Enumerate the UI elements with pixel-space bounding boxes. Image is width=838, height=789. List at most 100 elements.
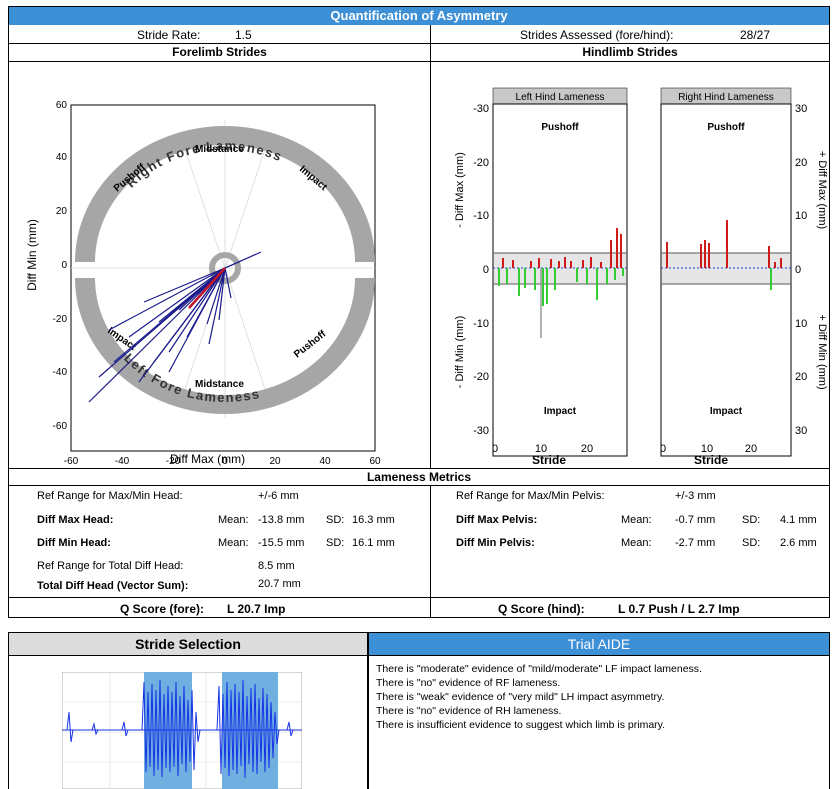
total-diff-head-value: 20.7 mm: [258, 578, 301, 590]
hind-right-ytick: 20: [795, 157, 807, 169]
diff-min-pelvis-sd-label: SD:: [742, 537, 761, 549]
right-hind-pushoff-bars: [666, 220, 782, 268]
diff-max-pelvis-sd-label: SD:: [742, 514, 761, 526]
left-hind-ref-band: [494, 253, 626, 284]
hind-right-ytick: 30: [795, 425, 807, 437]
fore-xtick: 0: [222, 456, 228, 467]
diff-min-head-label: Diff Min Head:: [37, 537, 111, 549]
diff-max-head-sd-label: SD:: [326, 514, 345, 526]
right-hind-title: Right Hind Lameness: [678, 92, 774, 103]
trial-aide-title: Trial AIDE: [369, 633, 829, 656]
diff-min-pelvis-mean-label: Mean:: [621, 537, 652, 549]
hind-left-xtick: 20: [581, 443, 593, 455]
upper-midstance-label: Midstance: [195, 144, 244, 155]
total-diff-head-label: Total Diff Head (Vector Sum):: [37, 580, 189, 592]
hind-left-ytick: -20: [473, 157, 489, 169]
forelimb-mean-vector: [188, 267, 226, 309]
signal-trace: [66, 679, 300, 779]
diff-min-pelvis-mean: -2.7 mm: [675, 537, 716, 549]
stride-rate-label: Stride Rate:: [137, 28, 201, 42]
strides-assessed-value: 28/27: [740, 28, 771, 42]
hindlimb-title: Hindlimb Strides: [431, 44, 829, 62]
stride-info-row: [9, 25, 829, 44]
hind-left-xtick: 0: [492, 443, 498, 455]
q-score-hind-value: L 0.7 Push / L 2.7 Imp: [618, 602, 740, 616]
hind-right-xtick: 10: [701, 443, 713, 455]
diff-min-head-mean-label: Mean:: [218, 537, 249, 549]
diff-max-pelvis-mean: -0.7 mm: [675, 514, 716, 526]
lameness-metrics-title: Lameness Metrics: [9, 468, 829, 486]
stride-rate-value: 1.5: [235, 28, 252, 42]
fore-xtick: 20: [269, 456, 281, 467]
diff-min-head-sd: 16.1 mm: [352, 537, 395, 549]
plots-divider: [430, 61, 431, 468]
q-score-row: [9, 597, 829, 598]
center-ring: [209, 252, 241, 284]
metrics-divider: [430, 485, 431, 618]
pelvis-ref-range-label: Ref Range for Max/Min Pelvis:: [456, 490, 605, 502]
left-pushoff-label: Pushoff: [541, 122, 579, 133]
left-hind-title: Left Hind Lameness: [516, 92, 605, 103]
right-pushoff-label: Pushoff: [707, 122, 745, 133]
fore-xtick: -40: [115, 456, 130, 467]
fore-xtick: 40: [319, 456, 331, 467]
head-ref-total-value: 8.5 mm: [258, 560, 295, 572]
fore-xtick: -60: [64, 456, 79, 467]
forelimb-plot: Right Fore Lameness Left Fore Lameness P…: [53, 100, 381, 467]
hind-right-ytick: 30: [795, 103, 807, 115]
diff-max-pelvis-mean-label: Mean:: [621, 514, 652, 526]
left-impact-label: Impact: [544, 406, 577, 417]
hind-right-ylabel-bottom: + Diff Min (mm): [816, 314, 828, 389]
hind-left-ytick: -30: [473, 425, 489, 437]
diff-max-head-mean: -13.8 mm: [258, 514, 305, 526]
diff-min-pelvis-sd: 2.6 mm: [780, 537, 817, 549]
stride-selection-title: Stride Selection: [9, 633, 367, 656]
hind-left-ytick: -10: [473, 318, 489, 330]
hind-left-xtick: 10: [535, 443, 547, 455]
fore-ytick: 20: [56, 206, 68, 217]
hind-left-ytick: -30: [473, 103, 489, 115]
hind-right-ylabel-top: + Diff Max (mm): [816, 151, 828, 229]
diff-max-head-mean-label: Mean:: [218, 514, 249, 526]
trial-aide-line: There is insufficient evidence to sugges…: [376, 719, 666, 731]
hind-left-ylabel-top: - Diff Max (mm): [454, 152, 466, 228]
trial-aide-line: There is "no" evidence of RF lameness.: [376, 677, 561, 689]
fore-ytick: -40: [53, 367, 68, 378]
trial-aide-line: There is "moderate" evidence of "mild/mo…: [376, 663, 702, 675]
hind-right-ytick: 0: [795, 264, 801, 276]
fore-ytick: -60: [53, 421, 68, 432]
head-ref-range-label: Ref Range for Max/Min Head:: [37, 490, 183, 502]
hindlimb-plot: Left Hind Lameness Right Hind Lameness: [454, 87, 828, 467]
fore-x-axis-label: Diff Max (mm): [170, 452, 246, 466]
head-ref-range-value: +/-6 mm: [258, 490, 299, 502]
fore-xtick: 60: [369, 456, 381, 467]
trial-aide-panel: [368, 632, 830, 789]
diff-max-pelvis-label: Diff Max Pelvis:: [456, 514, 538, 526]
trial-aide-line: There is "no" evidence of RH lameness.: [376, 705, 562, 717]
diff-min-head-sd-label: SD:: [326, 537, 345, 549]
stride-selection-signal[interactable]: [62, 672, 302, 789]
right-fore-ring: [75, 126, 375, 262]
fore-y-axis-label: Diff Min (mm): [24, 219, 39, 291]
diff-min-pelvis-label: Diff Min Pelvis:: [456, 537, 535, 549]
hind-left-ylabel-bottom: - Diff Min (mm): [454, 316, 466, 389]
fore-ytick: -20: [53, 314, 68, 325]
hind-right-xtick: 20: [745, 443, 757, 455]
diff-min-head-mean: -15.5 mm: [258, 537, 305, 549]
hind-right-xtick: 0: [660, 443, 666, 455]
head-ref-total-label: Ref Range for Total Diff Head:: [37, 560, 184, 572]
trial-aide-line: There is "weak" evidence of "very mild" …: [376, 691, 665, 703]
fore-ytick: 0: [61, 260, 67, 271]
fore-xtick: -20: [166, 456, 181, 467]
fore-ytick: 40: [56, 152, 68, 163]
diff-max-head-sd: 16.3 mm: [352, 514, 395, 526]
hind-right-x-label: Stride: [694, 453, 728, 467]
hind-right-ytick: 10: [795, 210, 807, 222]
q-score-fore-value: L 20.7 Imp: [227, 602, 286, 616]
hind-right-ytick: 20: [795, 371, 807, 383]
diff-max-head-label: Diff Max Head:: [37, 514, 114, 526]
strides-assessed-label: Strides Assessed (fore/hind):: [520, 28, 674, 42]
pelvis-ref-range-value: +/-3 mm: [675, 490, 716, 502]
hind-right-ytick: 10: [795, 318, 807, 330]
lower-midstance-label: Midstance: [195, 379, 244, 390]
